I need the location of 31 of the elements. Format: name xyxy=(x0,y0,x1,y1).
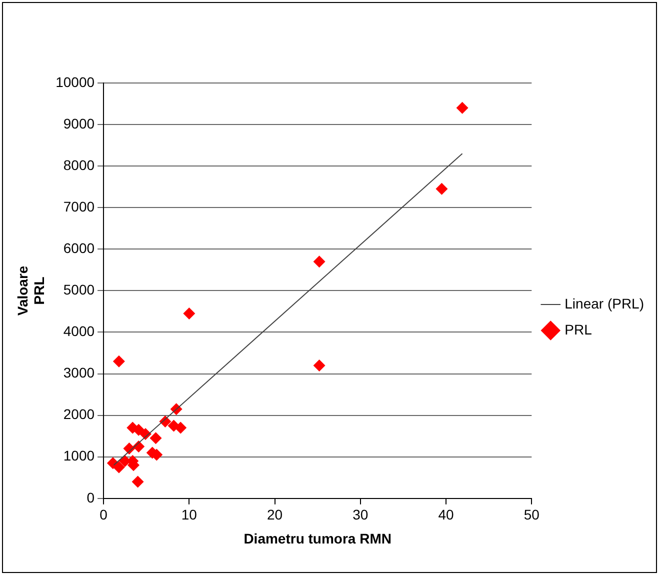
y-tick-label: 3000 xyxy=(63,364,95,381)
point xyxy=(150,432,162,444)
legend-label: PRL xyxy=(564,321,592,338)
point xyxy=(112,355,125,368)
x-tick-label: 0 xyxy=(100,506,108,523)
y-tick-label: 5000 xyxy=(63,282,95,298)
y-tick-label: 0 xyxy=(86,489,95,506)
point xyxy=(183,308,196,320)
y-tick-label: 1000 xyxy=(63,448,95,464)
y-tick-label: 10000 xyxy=(56,74,95,90)
y-axis-title: Valoare PRL xyxy=(14,266,48,316)
y-tick-label: 8000 xyxy=(63,156,95,173)
point xyxy=(456,102,468,114)
y-tick-label: 4000 xyxy=(63,323,95,340)
point xyxy=(436,182,448,195)
y-tick-label: 6000 xyxy=(63,240,95,256)
x-tick-label: 20 xyxy=(266,506,283,523)
y-tick-label: 7000 xyxy=(63,198,95,214)
x-tick-label: 10 xyxy=(181,506,198,523)
legend-label: Linear (PRL) xyxy=(564,295,644,312)
x-tick-label: 40 xyxy=(438,506,454,523)
y-tick-label: 9000 xyxy=(63,115,95,132)
point xyxy=(313,359,326,372)
x-tick-label: 30 xyxy=(352,506,368,523)
x-tick-label: 50 xyxy=(524,506,540,523)
point xyxy=(313,256,326,268)
point xyxy=(174,422,187,434)
point xyxy=(112,461,125,474)
y-tick-label: 2000 xyxy=(63,406,95,422)
point xyxy=(132,476,144,488)
x-axis-title: Diametru tumora RMN xyxy=(244,530,392,546)
